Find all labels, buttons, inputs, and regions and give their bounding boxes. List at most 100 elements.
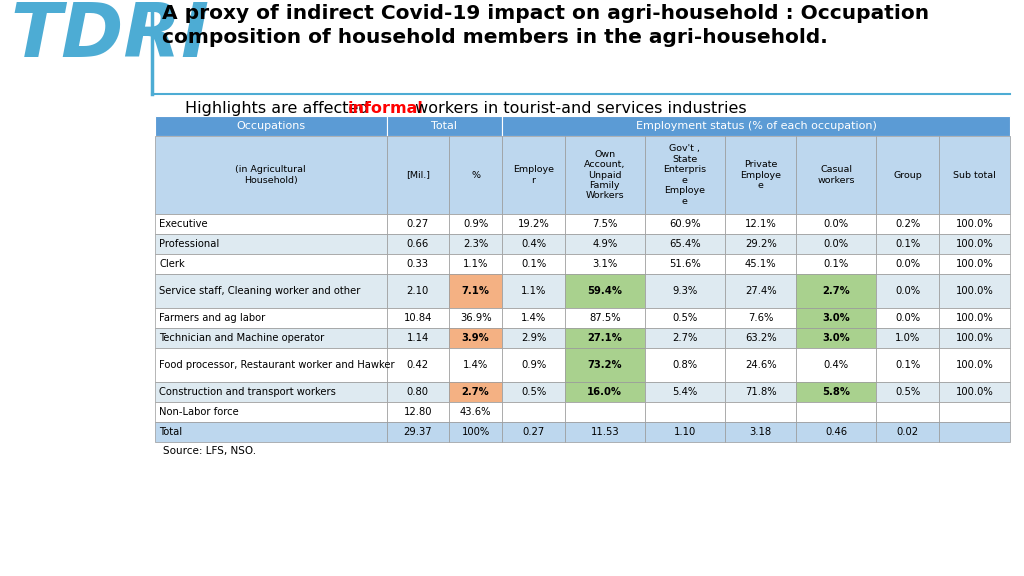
Bar bbox=[645, 422, 725, 442]
Text: Employe
r: Employe r bbox=[513, 165, 554, 185]
Text: Farmers and ag labor: Farmers and ag labor bbox=[159, 313, 265, 323]
Text: Service staff, Cleaning worker and other: Service staff, Cleaning worker and other bbox=[159, 286, 360, 296]
Text: 5.8%: 5.8% bbox=[822, 387, 850, 397]
Text: 2.7%: 2.7% bbox=[462, 387, 489, 397]
Bar bbox=[645, 136, 725, 214]
Text: 59.4%: 59.4% bbox=[588, 286, 623, 296]
Text: 100.0%: 100.0% bbox=[955, 286, 993, 296]
Text: 0.8%: 0.8% bbox=[673, 360, 697, 370]
Bar bbox=[564, 422, 645, 442]
Bar bbox=[939, 402, 1010, 422]
Bar bbox=[939, 382, 1010, 402]
Bar bbox=[503, 308, 564, 328]
Text: 2.7%: 2.7% bbox=[672, 333, 697, 343]
Bar bbox=[877, 402, 939, 422]
Text: 63.2%: 63.2% bbox=[744, 333, 776, 343]
Bar bbox=[645, 274, 725, 308]
Bar bbox=[155, 234, 387, 254]
Text: 1.0%: 1.0% bbox=[895, 333, 921, 343]
Bar bbox=[387, 136, 449, 214]
Text: 7.5%: 7.5% bbox=[592, 219, 617, 229]
Text: Technician and Machine operator: Technician and Machine operator bbox=[159, 333, 325, 343]
Text: Group: Group bbox=[893, 170, 922, 180]
Bar bbox=[503, 116, 1010, 136]
Bar bbox=[155, 422, 387, 442]
Bar bbox=[797, 234, 877, 254]
Text: Gov't ,
State
Enterpris
e
Employe
e: Gov't , State Enterpris e Employe e bbox=[664, 145, 707, 206]
Bar bbox=[387, 402, 449, 422]
Text: 36.9%: 36.9% bbox=[460, 313, 492, 323]
Text: 11.53: 11.53 bbox=[591, 427, 620, 437]
Text: 0.0%: 0.0% bbox=[823, 239, 849, 249]
Text: 2.7%: 2.7% bbox=[822, 286, 850, 296]
Text: 0.27: 0.27 bbox=[407, 219, 429, 229]
Bar bbox=[564, 308, 645, 328]
Bar bbox=[564, 234, 645, 254]
Text: 0.0%: 0.0% bbox=[823, 219, 849, 229]
Bar bbox=[155, 328, 387, 348]
Bar bbox=[725, 422, 797, 442]
Bar bbox=[939, 254, 1010, 274]
Bar bbox=[725, 254, 797, 274]
Text: 100.0%: 100.0% bbox=[955, 360, 993, 370]
Bar bbox=[725, 348, 797, 382]
Text: 1.4%: 1.4% bbox=[521, 313, 546, 323]
Bar bbox=[155, 214, 387, 234]
Text: Clerk: Clerk bbox=[159, 259, 184, 269]
Text: Private
Employe
e: Private Employe e bbox=[740, 160, 781, 190]
Bar bbox=[645, 328, 725, 348]
Bar bbox=[387, 328, 449, 348]
Text: 19.2%: 19.2% bbox=[518, 219, 550, 229]
Bar bbox=[645, 348, 725, 382]
Bar bbox=[503, 254, 564, 274]
Text: 2.9%: 2.9% bbox=[521, 333, 546, 343]
Bar bbox=[645, 254, 725, 274]
Text: 100.0%: 100.0% bbox=[955, 313, 993, 323]
Bar bbox=[939, 234, 1010, 254]
Bar bbox=[503, 422, 564, 442]
Text: 100.0%: 100.0% bbox=[955, 387, 993, 397]
Bar bbox=[387, 214, 449, 234]
Text: 45.1%: 45.1% bbox=[744, 259, 776, 269]
Text: Occupations: Occupations bbox=[237, 121, 305, 131]
Text: 1.1%: 1.1% bbox=[463, 259, 488, 269]
Bar bbox=[449, 348, 503, 382]
Bar bbox=[449, 308, 503, 328]
Bar bbox=[449, 274, 503, 308]
Bar bbox=[725, 402, 797, 422]
Bar bbox=[503, 348, 564, 382]
Bar bbox=[877, 274, 939, 308]
Text: 0.66: 0.66 bbox=[407, 239, 429, 249]
Text: TDRI: TDRI bbox=[10, 0, 209, 73]
Bar bbox=[155, 348, 387, 382]
Text: 0.42: 0.42 bbox=[407, 360, 429, 370]
Text: Construction and transport workers: Construction and transport workers bbox=[159, 387, 336, 397]
Text: Non-Labor force: Non-Labor force bbox=[159, 407, 239, 417]
Bar bbox=[877, 254, 939, 274]
Bar bbox=[797, 402, 877, 422]
Bar bbox=[877, 382, 939, 402]
Bar bbox=[449, 136, 503, 214]
Bar bbox=[939, 328, 1010, 348]
Text: Total: Total bbox=[431, 121, 458, 131]
Bar bbox=[725, 382, 797, 402]
Text: 51.6%: 51.6% bbox=[669, 259, 700, 269]
Text: 3.9%: 3.9% bbox=[462, 333, 489, 343]
Text: 2.10: 2.10 bbox=[407, 286, 429, 296]
Text: 3.18: 3.18 bbox=[750, 427, 772, 437]
Bar bbox=[449, 328, 503, 348]
Bar bbox=[645, 214, 725, 234]
Bar bbox=[725, 136, 797, 214]
Bar bbox=[449, 254, 503, 274]
Text: 7.1%: 7.1% bbox=[462, 286, 489, 296]
Bar bbox=[564, 348, 645, 382]
Text: %: % bbox=[471, 170, 480, 180]
Text: Executive: Executive bbox=[159, 219, 208, 229]
Text: composition of household members in the agri-household.: composition of household members in the … bbox=[162, 28, 827, 47]
Bar bbox=[939, 348, 1010, 382]
Text: Casual
workers: Casual workers bbox=[817, 165, 855, 185]
Text: 0.4%: 0.4% bbox=[521, 239, 546, 249]
Bar bbox=[725, 274, 797, 308]
Bar bbox=[503, 274, 564, 308]
Bar bbox=[877, 422, 939, 442]
